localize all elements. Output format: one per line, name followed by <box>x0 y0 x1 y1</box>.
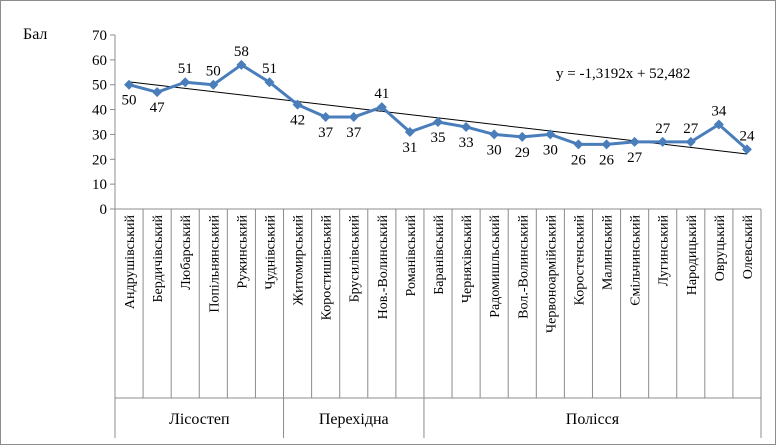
y-tick-label: 0 <box>100 202 108 218</box>
data-label: 29 <box>515 145 530 161</box>
y-tick-label: 50 <box>92 78 107 94</box>
category-label: Коростенський <box>572 215 587 306</box>
data-label: 34 <box>711 103 727 119</box>
data-point <box>236 59 247 70</box>
data-label: 27 <box>627 150 643 166</box>
category-label: Ружинський <box>235 215 250 289</box>
data-point <box>601 139 612 150</box>
data-point <box>517 131 528 142</box>
data-point <box>180 77 191 88</box>
data-label: 50 <box>206 64 221 80</box>
y-tick-label: 40 <box>92 103 107 119</box>
category-label: Любарський <box>179 215 194 290</box>
data-label: 42 <box>290 113 305 129</box>
category-label: Вол.-Волинський <box>516 214 531 318</box>
y-tick-label: 10 <box>92 177 107 193</box>
category-label: Лугинський <box>657 215 672 287</box>
y-tick-label: 70 <box>92 28 107 44</box>
category-label: Малинський <box>601 214 616 290</box>
y-tick-label: 20 <box>92 152 107 168</box>
data-point <box>152 87 163 98</box>
data-point <box>433 117 443 127</box>
y-tick-label: 60 <box>92 53 107 69</box>
category-label: Ємільчинський <box>629 215 644 306</box>
data-label: 51 <box>178 61 193 77</box>
category-label: Баранівський <box>432 214 447 294</box>
data-point <box>404 126 415 137</box>
category-label: Романівський <box>404 215 419 297</box>
category-label: Олевський <box>741 215 756 280</box>
data-point <box>685 136 696 147</box>
data-point <box>376 102 387 113</box>
category-label: Андрушівський <box>123 214 138 309</box>
data-point <box>348 112 359 123</box>
data-point <box>320 112 331 123</box>
data-label: 58 <box>234 44 249 60</box>
data-point <box>573 139 584 150</box>
data-label: 31 <box>402 140 417 156</box>
category-label: Нов.-Волинський <box>376 215 391 320</box>
category-label: Брусилівський <box>348 215 363 303</box>
data-label: 41 <box>374 86 389 102</box>
category-label: Черняхівський <box>460 214 475 303</box>
data-point <box>545 129 556 140</box>
data-label: 30 <box>543 142 558 158</box>
group-label: Полісся <box>566 411 620 428</box>
category-label: Коростишівський <box>320 215 335 321</box>
data-label: 33 <box>459 135 474 151</box>
y-tick-label: 30 <box>92 127 107 143</box>
data-point <box>629 136 640 147</box>
data-label: 27 <box>655 121 671 137</box>
group-label: Лісостеп <box>169 411 230 428</box>
data-point <box>461 121 472 132</box>
data-point <box>713 119 724 130</box>
category-label: Народицький <box>685 214 700 295</box>
group-label: Перехідна <box>319 411 389 428</box>
data-label: 26 <box>571 152 587 168</box>
category-label: Червоноармійський <box>544 214 559 332</box>
category-label: Бердичівський <box>151 214 166 302</box>
data-label: 30 <box>487 142 502 158</box>
data-label: 37 <box>346 125 362 141</box>
category-label: Радомишльський <box>488 214 503 317</box>
category-label: Овруцький <box>713 214 728 281</box>
data-label: 24 <box>739 128 755 144</box>
category-label: Житомирський <box>292 215 307 306</box>
data-point <box>124 79 135 90</box>
data-label: 50 <box>122 93 137 109</box>
data-point <box>741 144 752 155</box>
y-axis-label: Бал <box>23 26 47 43</box>
data-label: 35 <box>431 130 446 146</box>
category-label: Чуднівський <box>263 214 278 289</box>
data-label: 26 <box>599 152 615 168</box>
data-point <box>208 79 219 90</box>
data-point <box>264 77 275 88</box>
data-label: 47 <box>150 100 166 116</box>
data-point <box>657 136 668 147</box>
data-label: 27 <box>683 121 699 137</box>
data-label: 51 <box>262 61 277 77</box>
trendline-equation: y = -1,3192x + 52,482 <box>556 66 690 82</box>
data-point <box>292 99 303 110</box>
category-label: Попільнянський <box>207 214 222 312</box>
data-point <box>489 129 500 140</box>
data-label: 37 <box>318 125 334 141</box>
